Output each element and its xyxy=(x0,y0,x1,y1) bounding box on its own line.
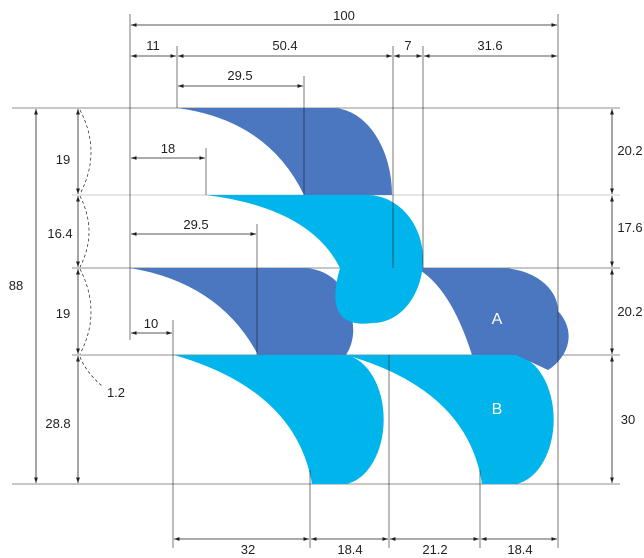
light-wave-bottom-left xyxy=(174,355,384,484)
shape-label-b: B xyxy=(492,401,503,418)
dim-label-right-h1: 20.2 xyxy=(617,143,642,158)
shape-label-a: A xyxy=(492,311,503,328)
dim-label-h3: 19 xyxy=(56,306,70,321)
dash-arc-h2 xyxy=(79,195,90,268)
dash-arc-h3 xyxy=(79,268,92,355)
dark-wave-row3-a xyxy=(416,268,569,370)
dim-label-offset-row4: 10 xyxy=(144,316,158,331)
dim-label-d3: 7 xyxy=(404,38,411,53)
dim-label-right-h2: 17.6 xyxy=(617,220,642,235)
dark-wave-row1 xyxy=(177,108,392,195)
light-wave-bottom-right-b xyxy=(346,355,554,484)
dim-label-h1: 19 xyxy=(56,152,70,167)
dim-label-bottom-w4: 18.4 xyxy=(507,542,532,557)
dim-label-h4: 28.8 xyxy=(45,416,70,431)
dash-arc-h1 xyxy=(79,109,92,195)
dim-label-h2: 16.4 xyxy=(47,226,72,241)
dim-label-bottom-w3: 21.2 xyxy=(422,542,447,557)
dim-label-bottom-w2: 18.4 xyxy=(337,542,362,557)
dim-label-offset-row1: 29.5 xyxy=(227,68,252,83)
dim-label-right-h4: 30 xyxy=(621,412,635,427)
dim-label-right-h3: 20.2 xyxy=(617,304,642,319)
dash-leader-gap xyxy=(79,356,103,387)
left-dimensions: 88 19 16.4 19 28.8 1.2 xyxy=(9,109,125,483)
light-wave-row2 xyxy=(206,195,423,324)
vertical-extension-lines xyxy=(129,14,559,548)
dim-label-offset-row3: 29.5 xyxy=(183,217,208,232)
dim-label-gap: 1.2 xyxy=(107,385,125,400)
right-dimensions: 20.2 17.6 20.2 30 xyxy=(610,109,643,483)
top-dimensions: 100 11 50.4 7 31.6 29.5 18 29.5 10 xyxy=(131,8,557,335)
dim-label-d2: 50.4 xyxy=(272,38,297,53)
dim-label-d1: 11 xyxy=(146,38,160,53)
dim-label-d4: 31.6 xyxy=(477,38,502,53)
dim-label-bottom-w1: 32 xyxy=(241,542,255,557)
dark-wave-row3 xyxy=(130,268,354,355)
dim-label-offset-row2: 18 xyxy=(161,141,175,156)
bottom-dimensions: 32 18.4 21.2 18.4 xyxy=(174,537,557,557)
dim-label-total-height: 88 xyxy=(9,278,23,293)
dim-label-total-width: 100 xyxy=(333,8,355,23)
wave-shapes: A B xyxy=(130,108,569,484)
